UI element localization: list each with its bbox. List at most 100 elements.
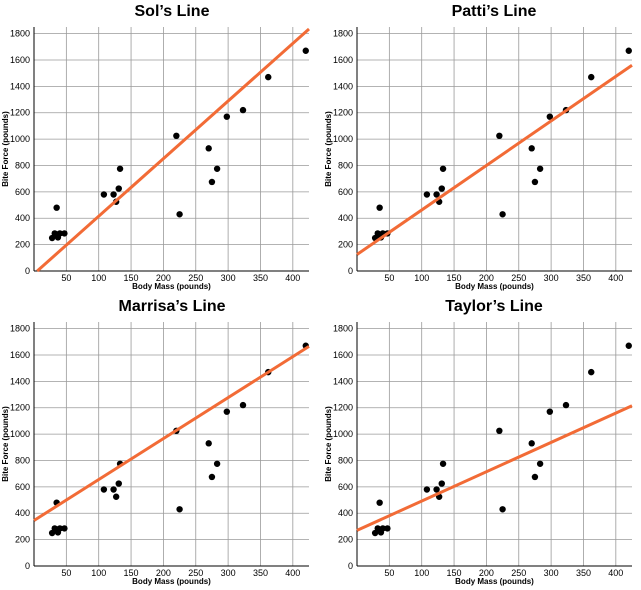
data-point bbox=[110, 191, 117, 198]
data-point bbox=[53, 204, 60, 211]
x-axis-label: Body Mass (pounds) bbox=[132, 282, 211, 291]
x-tick-label: 100 bbox=[414, 568, 429, 578]
y-tick-label: 1000 bbox=[10, 429, 30, 439]
y-tick-label: 1400 bbox=[333, 81, 353, 91]
data-point bbox=[112, 493, 120, 500]
y-tick-label: 1800 bbox=[333, 324, 353, 334]
x-tick-label: 200 bbox=[479, 568, 494, 578]
data-point bbox=[496, 132, 503, 140]
x-tick-label: 250 bbox=[511, 568, 526, 578]
x-tick-label: 150 bbox=[447, 273, 462, 283]
y-tick-label: 1200 bbox=[10, 403, 30, 413]
data-point bbox=[205, 440, 212, 447]
data-point bbox=[379, 525, 387, 532]
y-axis-label: Bite Force (pounds) bbox=[324, 406, 333, 482]
y-tick-label: 1400 bbox=[333, 376, 353, 386]
y-tick-label: 1200 bbox=[333, 108, 353, 118]
x-tick-label: 250 bbox=[188, 568, 203, 578]
y-tick-label: 600 bbox=[15, 482, 30, 492]
data-point bbox=[439, 460, 447, 467]
data-point bbox=[588, 73, 595, 81]
data-point bbox=[562, 401, 570, 409]
x-tick-label: 300 bbox=[544, 568, 559, 578]
data-point bbox=[56, 230, 64, 237]
data-point bbox=[433, 191, 440, 198]
x-tick-label: 400 bbox=[608, 273, 623, 283]
data-point bbox=[302, 47, 309, 54]
data-point bbox=[499, 506, 506, 513]
data-point bbox=[528, 145, 535, 152]
x-tick-label: 400 bbox=[285, 568, 300, 578]
y-tick-label: 800 bbox=[15, 160, 30, 170]
y-tick-label: 1000 bbox=[333, 134, 353, 144]
y-tick-label: 0 bbox=[348, 561, 353, 571]
data-point bbox=[625, 47, 632, 54]
chart-panel-1: Sol’s Line 50 100 150 200 250 300 350 400 0 200 400… bbox=[1, 3, 310, 291]
data-point bbox=[423, 191, 431, 198]
data-point bbox=[223, 408, 231, 415]
data-point bbox=[223, 113, 231, 120]
data-point bbox=[110, 486, 117, 493]
data-point bbox=[423, 486, 431, 493]
data-point bbox=[438, 480, 445, 487]
data-point bbox=[56, 525, 64, 532]
data-point bbox=[61, 230, 68, 237]
data-point bbox=[265, 73, 272, 81]
y-tick-label: 1200 bbox=[333, 403, 353, 413]
chart-title: Patti’s Line bbox=[452, 3, 537, 20]
data-point bbox=[176, 506, 183, 513]
y-tick-label: 200 bbox=[15, 240, 30, 250]
x-axis-label: Body Mass (pounds) bbox=[455, 282, 534, 291]
data-point bbox=[115, 185, 122, 192]
x-tick-label: 100 bbox=[91, 273, 106, 283]
data-point bbox=[438, 185, 445, 192]
x-tick-label: 350 bbox=[253, 273, 268, 283]
data-point bbox=[384, 525, 391, 532]
y-tick-label: 400 bbox=[338, 508, 353, 518]
x-tick-label: 400 bbox=[608, 568, 623, 578]
data-point bbox=[213, 460, 221, 467]
fit-line bbox=[36, 27, 310, 273]
y-tick-label: 1000 bbox=[10, 134, 30, 144]
data-point bbox=[173, 132, 180, 140]
data-point bbox=[205, 145, 212, 152]
data-point bbox=[239, 401, 247, 409]
y-tick-label: 800 bbox=[338, 455, 353, 465]
x-tick-label: 200 bbox=[156, 568, 171, 578]
x-tick-label: 200 bbox=[479, 273, 494, 283]
data-point bbox=[439, 165, 447, 172]
fit-line bbox=[33, 345, 310, 522]
y-tick-label: 400 bbox=[15, 508, 30, 518]
data-point bbox=[208, 178, 216, 186]
y-tick-label: 1200 bbox=[10, 108, 30, 118]
data-point bbox=[531, 473, 539, 481]
x-tick-label: 50 bbox=[61, 568, 71, 578]
y-tick-label: 1400 bbox=[10, 81, 30, 91]
x-axis-label: Body Mass (pounds) bbox=[132, 577, 211, 586]
y-tick-label: 0 bbox=[348, 266, 353, 276]
data-point bbox=[208, 473, 216, 481]
y-tick-label: 0 bbox=[25, 266, 30, 276]
y-tick-label: 400 bbox=[15, 213, 30, 223]
data-point bbox=[176, 211, 183, 218]
x-tick-label: 150 bbox=[124, 568, 139, 578]
data-point bbox=[100, 191, 108, 198]
data-point bbox=[625, 342, 632, 349]
x-tick-label: 250 bbox=[511, 273, 526, 283]
y-axis-label: Bite Force (pounds) bbox=[1, 406, 10, 482]
x-tick-label: 300 bbox=[221, 273, 236, 283]
data-point bbox=[588, 368, 595, 376]
data-point bbox=[528, 440, 535, 447]
x-tick-label: 50 bbox=[384, 568, 394, 578]
chart-title: Taylor’s Line bbox=[445, 298, 543, 315]
y-tick-label: 200 bbox=[338, 240, 353, 250]
x-tick-label: 300 bbox=[544, 273, 559, 283]
data-point bbox=[546, 408, 554, 415]
y-tick-label: 1600 bbox=[10, 55, 30, 65]
data-point bbox=[496, 427, 503, 435]
x-tick-label: 250 bbox=[188, 273, 203, 283]
data-point bbox=[239, 106, 247, 114]
chart-title: Sol’s Line bbox=[135, 3, 210, 20]
chart-panel-3: Marrisa’s Line 50 100 150 200 250 300 350 400 0 20… bbox=[1, 298, 310, 586]
